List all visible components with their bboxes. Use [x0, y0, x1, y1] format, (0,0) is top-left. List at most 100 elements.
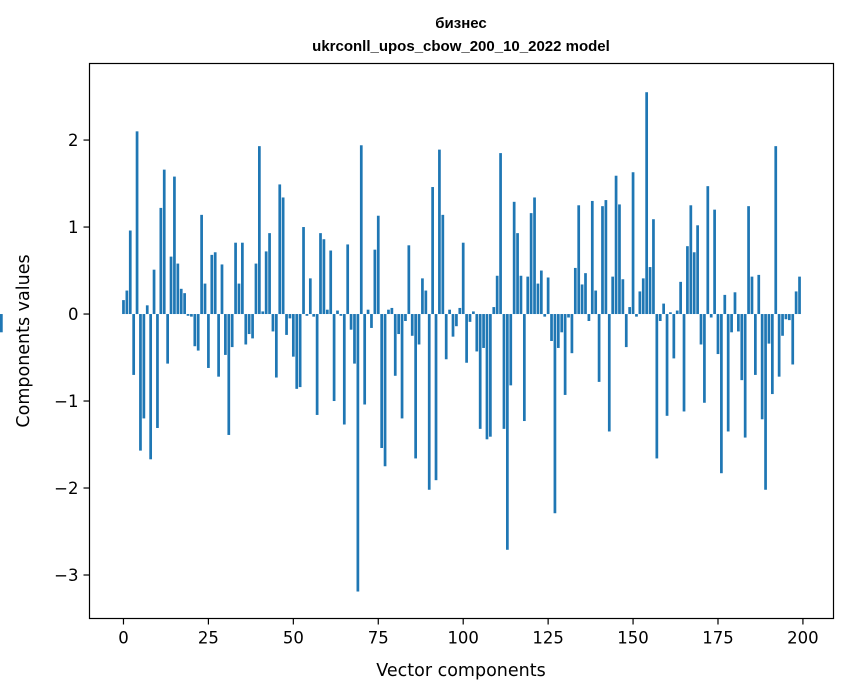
bar-component-47: [281, 197, 285, 315]
bar-component-3: [132, 314, 136, 375]
bar-component-81: [397, 314, 401, 335]
y-tick-label: 0: [68, 305, 79, 324]
bar-component-9: [152, 269, 156, 315]
chart-title-line-2: ukrconll_upos_cbow_200_10_2022 model: [312, 38, 610, 55]
bar-component-39: [254, 263, 258, 315]
bar-component-45: [274, 314, 278, 378]
y-axis-ticks: −3 −2 −1 0 1 2: [54, 131, 90, 585]
bar-component-160: [665, 314, 669, 416]
bar-component-58: [319, 233, 322, 315]
bar-component-112: [502, 314, 506, 429]
bar-component-174: [713, 209, 716, 315]
bar-component-54: [305, 314, 309, 316]
bar-component-167: [689, 205, 693, 315]
bar-component-116: [516, 233, 519, 315]
bar-component-61: [329, 250, 333, 315]
bar-component-42: [264, 251, 268, 315]
bar-component-60: [325, 309, 329, 315]
bar-component-168: [692, 252, 696, 315]
bar-component-171: [703, 314, 706, 403]
bar-component-69: [356, 314, 360, 592]
bar-component-23: [200, 214, 203, 315]
bar-component-163: [675, 310, 679, 315]
bar-component-115: [512, 201, 516, 315]
bar-component-164: [679, 281, 682, 315]
bar-component-50: [291, 314, 295, 357]
bar-component-107: [485, 314, 489, 440]
bar-component-105: [478, 314, 482, 429]
bar-component-82: [400, 314, 404, 419]
bar-component-90: [427, 314, 431, 490]
bar-component-11: [159, 207, 163, 315]
bar-component-108: [489, 314, 492, 437]
bar-component-166: [686, 246, 689, 315]
bar-component-156: [652, 219, 655, 315]
bar-component-44: [271, 314, 275, 332]
bar-component-53: [302, 227, 305, 315]
bar-component-73: [370, 314, 373, 328]
bar-component-27: [213, 252, 217, 315]
bar-component-6: [142, 314, 146, 419]
bar-component-78: [387, 309, 390, 315]
bar-component-33: [234, 242, 237, 315]
bar-component-88: [421, 278, 424, 315]
bar-component-135: [580, 284, 584, 315]
bar-component-16: [176, 263, 180, 315]
x-axis-label: Vector components: [376, 661, 545, 681]
bars-group: [0, 92, 801, 592]
bar-component-162: [672, 314, 676, 359]
x-tick-label: 75: [368, 629, 389, 648]
bar-component-126: [550, 314, 553, 341]
bar-component-140: [597, 314, 601, 382]
bar-component-75: [376, 215, 380, 315]
bar-component-35: [241, 242, 244, 315]
y-tick-label: −3: [54, 566, 78, 585]
bar-component-133: [573, 267, 577, 315]
bar-component-21: [193, 314, 197, 347]
bar-component-102: [468, 314, 472, 322]
bar-component-195: [784, 314, 788, 320]
bar-component-120: [529, 213, 533, 315]
bar-component-189: [764, 314, 767, 490]
bar-component-155: [648, 267, 652, 315]
bar-component-177: [723, 294, 727, 315]
bar-component-185: [750, 276, 754, 315]
bar-component-111: [499, 153, 502, 315]
bar-component-49: [288, 314, 292, 319]
bar-component-67: [349, 314, 353, 330]
y-tick-label: −1: [54, 392, 78, 411]
bar-component-169: [696, 225, 699, 315]
bar-component-36: [244, 314, 248, 345]
bar-component-178: [726, 314, 730, 432]
bar-component-145: [614, 175, 618, 315]
bar-component-5: [139, 314, 142, 451]
bar-component-26: [210, 254, 214, 315]
bar-component-197: [791, 314, 795, 365]
bar-component-55: [308, 278, 312, 315]
bar-component-91: [431, 187, 434, 315]
x-tick-label: 0: [118, 629, 129, 648]
bar-component-51: [295, 314, 299, 389]
bar-component-20: [190, 314, 193, 317]
bar-component-34: [237, 283, 241, 315]
bar-component-123: [539, 270, 543, 315]
bar-component-19: [186, 314, 190, 316]
x-tick-label: 50: [283, 629, 304, 648]
bar-component-22: [196, 314, 200, 351]
bar-component-63: [336, 310, 339, 315]
bar-component-196: [787, 314, 791, 321]
bar-component-137: [587, 314, 591, 321]
bar-component-134: [577, 205, 581, 315]
bar-component-132: [570, 314, 574, 354]
bar-component-144: [611, 276, 615, 315]
bar-component-161: [669, 312, 672, 315]
bar-component-83: [404, 314, 407, 321]
bar-component-148: [624, 314, 628, 348]
bar-component-17: [179, 288, 183, 315]
bar-component-72: [366, 309, 370, 315]
bar-component-191: [770, 314, 774, 395]
x-axis-ticks: 0 25 50 75 100 125 150 175 200: [118, 618, 819, 648]
